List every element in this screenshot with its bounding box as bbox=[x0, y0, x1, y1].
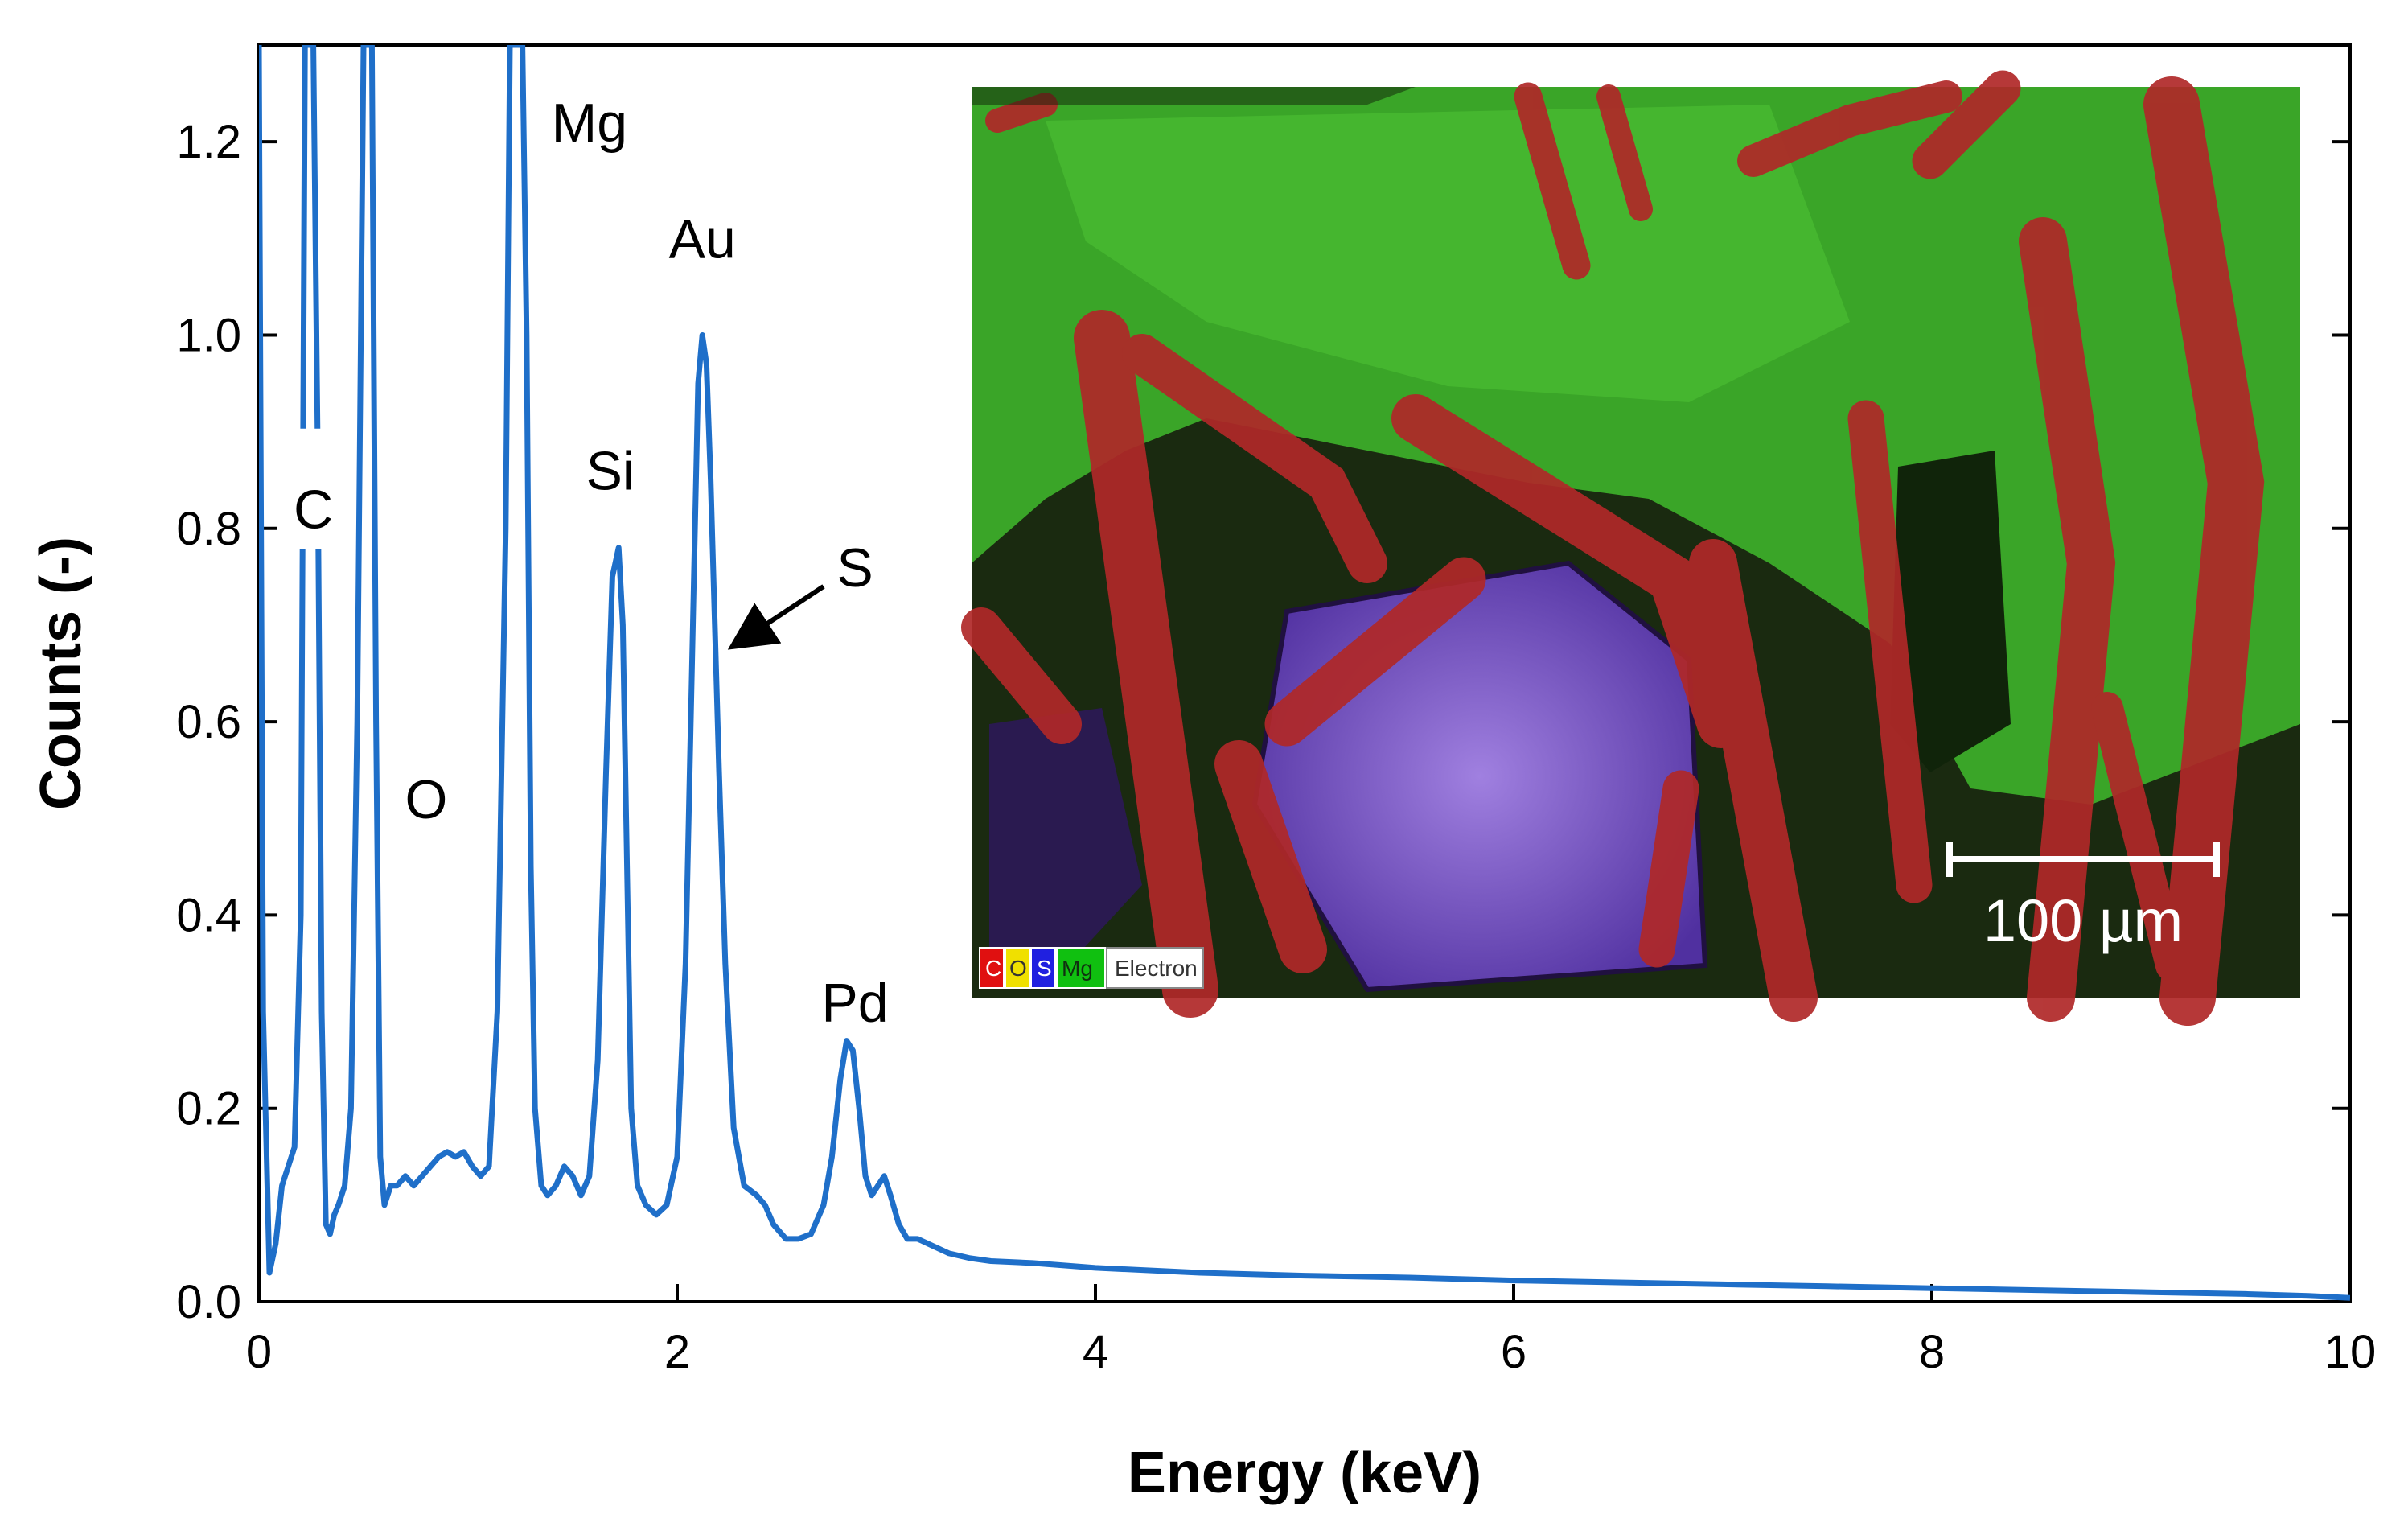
y-axis-ticks: 0.0 0.2 0.4 0.6 0.8 1.0 1.2 bbox=[176, 116, 2350, 1328]
y-axis-title: Counts (-) bbox=[29, 537, 93, 810]
legend-label-mg: Mg bbox=[1062, 956, 1093, 981]
scale-bar-label: 100 µm bbox=[1983, 887, 2183, 954]
legend-label-o: O bbox=[1009, 956, 1027, 981]
y-tick-label: 0.2 bbox=[176, 1083, 241, 1135]
x-tick-label: 2 bbox=[664, 1326, 690, 1378]
y-tick-label: 1.2 bbox=[176, 116, 241, 168]
x-tick-label: 4 bbox=[1083, 1326, 1108, 1378]
y-tick-label: 0.4 bbox=[176, 889, 241, 941]
y-tick-label: 0.0 bbox=[176, 1276, 241, 1328]
s-arrow bbox=[727, 584, 825, 650]
x-tick-label: 8 bbox=[1919, 1326, 1945, 1378]
eds-map-inset: C O S Mg Electron 100 µm bbox=[961, 70, 2300, 1026]
peak-label-pd: Pd bbox=[821, 973, 888, 1034]
x-tick-label: 6 bbox=[1501, 1326, 1527, 1378]
y-tick-label: 0.8 bbox=[176, 503, 241, 555]
legend-label-c: C bbox=[985, 956, 1001, 981]
peak-label-s: S bbox=[836, 537, 873, 599]
y-tick-label: 0.6 bbox=[176, 696, 241, 748]
peak-labels: C O Mg Si Au S Pd bbox=[294, 93, 889, 1033]
inset-legend: C O S Mg Electron bbox=[979, 947, 1204, 989]
peak-label-o: O bbox=[405, 769, 448, 830]
x-tick-label: 0 bbox=[246, 1326, 272, 1378]
peak-label-mg: Mg bbox=[552, 93, 627, 154]
y-tick-label: 1.0 bbox=[176, 309, 241, 361]
peak-label-si: Si bbox=[586, 441, 635, 502]
scale-bar: 100 µm bbox=[1946, 842, 2220, 954]
c-label-gap bbox=[286, 428, 341, 549]
legend-label-s: S bbox=[1037, 956, 1052, 981]
spectrum-line bbox=[259, 45, 2350, 1301]
x-tick-label: 10 bbox=[2324, 1326, 2377, 1378]
peak-label-au: Au bbox=[669, 208, 736, 270]
legend-label-electron: Electron bbox=[1115, 956, 1198, 981]
x-axis-ticks: 0 2 4 6 8 10 bbox=[246, 1284, 2376, 1378]
x-axis-title: Energy (keV) bbox=[1128, 1441, 1481, 1505]
peak-label-c: C bbox=[294, 479, 333, 541]
